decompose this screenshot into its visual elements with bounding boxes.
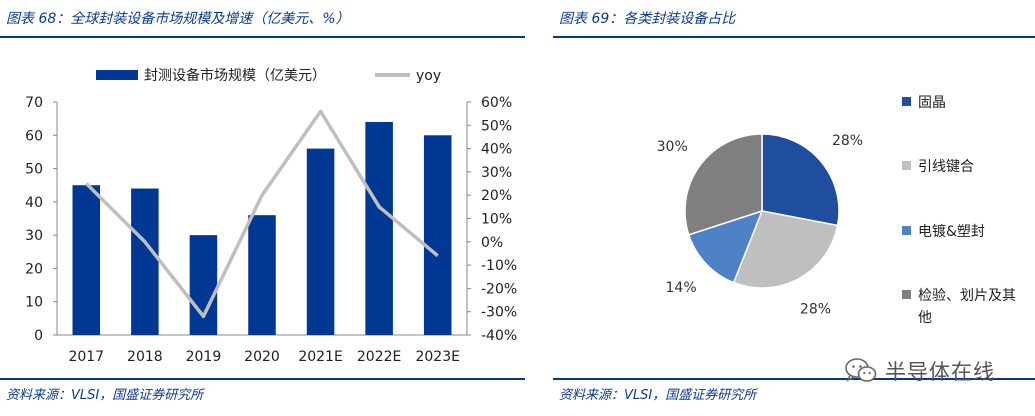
y-tick-label-left: 0: [34, 328, 43, 344]
legend-swatch-pie: [902, 161, 911, 170]
pie-value-label: 28%: [832, 133, 863, 149]
bar: [365, 121, 393, 335]
y-tick-label-right: -40%: [481, 328, 517, 344]
x-tick-label: 2021E: [298, 349, 342, 365]
legend-label-line: yoy: [416, 68, 441, 84]
legend-label-pie: 固晶: [918, 95, 946, 111]
pie-slice: [732, 210, 839, 289]
y-tick-label-right: -30%: [481, 305, 517, 321]
bar: [423, 135, 452, 335]
source-divider-left: [0, 378, 525, 380]
title-divider-left: [0, 36, 525, 38]
y-tick-label-right: 60%: [481, 95, 512, 111]
bar: [306, 148, 335, 335]
y-tick-label-right: 20%: [481, 188, 512, 204]
legend-label-line: 检验、划片及其: [918, 288, 1016, 304]
legend-label-bar: 封测设备市场规模（亿美元）: [144, 67, 326, 84]
bar-line-chart: 封测设备市场规模（亿美元） yoy 0 10 20 30 40 50 60 70 -40% -30% -…: [25, 67, 517, 365]
pie-value-label: 30%: [657, 139, 688, 155]
x-tick-label: 2020: [244, 349, 280, 365]
x-tick-label: 2019: [186, 349, 222, 365]
y-tick-label-right: 40%: [481, 142, 512, 158]
y-tick-label-right: 10%: [481, 212, 512, 228]
title-divider-right: [553, 36, 1035, 38]
y-tick-label-right: -10%: [481, 258, 517, 274]
y-tick-label-right: -20%: [481, 281, 517, 297]
chart-title-right: 图表 69：各类封装设备占比: [559, 11, 736, 27]
legend-swatch-pie: [902, 226, 911, 235]
y-tick-label-right: 30%: [481, 165, 512, 181]
source-divider-right: [553, 378, 1035, 380]
wechat-icon: [845, 358, 877, 382]
right-panel: 图表 69：各类封装设备占比 28% 28% 14% 30% 固晶引线键合电镀&塑封检验…: [553, 0, 1035, 416]
legend-label-line: 他: [918, 310, 932, 326]
left-panel: 图表 68：全球封装设备市场规模及增速（亿美元、%） 封测设备市场规模（亿美元）…: [0, 11, 525, 403]
bar: [72, 185, 101, 335]
legend-swatch-pie: [902, 290, 911, 299]
y-tick-label-right: 0%: [481, 235, 503, 251]
x-tick-label: 2017: [68, 349, 104, 365]
legend-swatch-pie: [902, 97, 911, 106]
bar: [189, 235, 218, 335]
y-tick-label-left: 10: [25, 295, 43, 311]
pie-value-label: 14%: [666, 280, 697, 296]
y-tick-label-left: 20: [25, 261, 43, 277]
series-line-yoy: [85, 109, 439, 319]
pie-value-label: 28%: [800, 301, 831, 317]
legend-label-pie: 引线键合: [918, 159, 974, 175]
bar: [131, 188, 159, 335]
y-tick-label-left: 40: [25, 195, 43, 211]
y-tick-label-left: 30: [25, 228, 43, 244]
source-note-right: 资料来源：VLSI，国盛证券研究所: [559, 388, 757, 403]
y-tick-label-left: 60: [25, 128, 43, 144]
x-tick-label: 2023E: [415, 349, 459, 365]
legend-label-pie: 电镀&塑封: [918, 223, 985, 240]
legend-swatch-bar: [96, 70, 138, 80]
y-tick-label-left: 50: [25, 162, 43, 178]
pie-slice: [684, 133, 763, 236]
x-tick-label: 2022E: [357, 349, 401, 365]
source-note-left: 资料来源：VLSI，国盛证券研究所: [6, 388, 204, 403]
y-tick-label-right: 50%: [481, 118, 512, 134]
x-tick-label: 2018: [127, 349, 163, 365]
watermark-text: 半导体在线: [885, 360, 995, 384]
legend-label-pie: 检验、划片及其他: [918, 288, 1016, 326]
y-tick-label-left: 70: [25, 95, 43, 111]
chart-title-left: 图表 68：全球封装设备市场规模及增速（亿美元、%）: [6, 11, 350, 27]
watermark: 半导体在线: [845, 356, 995, 386]
pie-slice: [761, 133, 840, 227]
bar: [248, 215, 276, 335]
